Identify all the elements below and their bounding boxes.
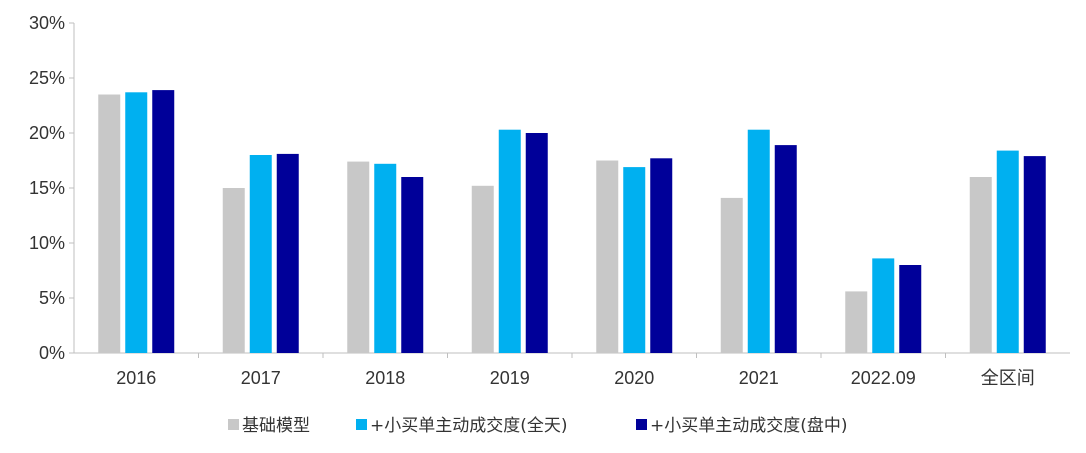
y-tick-label: 10% xyxy=(29,233,65,253)
bar-allday xyxy=(623,167,646,353)
legend: 基础模型 +小买单主动成交度(全天) +小买单主动成交度(盘中) xyxy=(228,416,848,436)
x-tick-label: 2020 xyxy=(614,368,654,388)
bar-intraday xyxy=(899,265,922,353)
bar-base xyxy=(845,291,868,353)
bar-base xyxy=(720,197,743,353)
bar-base xyxy=(471,185,494,353)
bar-allday xyxy=(872,258,895,353)
x-tick-label: 2017 xyxy=(241,368,281,388)
legend-label: 基础模型 xyxy=(242,416,310,436)
bar-intraday xyxy=(650,158,673,353)
bar-base xyxy=(969,177,992,353)
bars xyxy=(98,90,1046,354)
x-tick-label: 2021 xyxy=(739,368,779,388)
x-tick-label: 2016 xyxy=(116,368,156,388)
bar-allday xyxy=(747,129,770,353)
bar-allday xyxy=(498,129,521,353)
bar-intraday xyxy=(525,133,548,353)
y-tick-label: 5% xyxy=(39,288,65,308)
bar-base xyxy=(98,94,121,353)
bar-intraday xyxy=(152,90,175,353)
y-tick-label: 15% xyxy=(29,178,65,198)
legend-swatch xyxy=(636,419,647,430)
bar-allday xyxy=(996,150,1019,353)
bar-intraday xyxy=(774,145,797,353)
bar-allday xyxy=(374,163,397,353)
bar-intraday xyxy=(1023,156,1046,353)
x-axis: 2016 2017 2018 2019 2020 2021 2022.09 全区间 xyxy=(74,352,1070,388)
legend-swatch xyxy=(228,419,239,430)
bar-allday xyxy=(249,155,272,353)
y-tick-label: 0% xyxy=(39,343,65,363)
legend-label: +小买单主动成交度(盘中) xyxy=(650,416,848,436)
legend-swatch xyxy=(356,419,367,430)
x-tick-label: 2019 xyxy=(490,368,530,388)
x-tick-label: 全区间 xyxy=(981,368,1035,388)
y-axis: 0% 5% 10% 15% 20% 25% 30% xyxy=(29,13,75,363)
x-tick-label: 2018 xyxy=(365,368,405,388)
bar-intraday xyxy=(401,177,424,353)
bar-base xyxy=(222,188,245,353)
y-tick-label: 30% xyxy=(29,13,65,33)
y-tick-label: 25% xyxy=(29,68,65,88)
bar-base xyxy=(347,161,370,353)
legend-label: +小买单主动成交度(全天) xyxy=(370,416,568,436)
x-tick-label: 2022.09 xyxy=(851,368,916,388)
bar-intraday xyxy=(276,153,299,353)
y-tick-label: 20% xyxy=(29,123,65,143)
bar-base xyxy=(596,160,619,353)
bar-allday xyxy=(125,92,148,354)
